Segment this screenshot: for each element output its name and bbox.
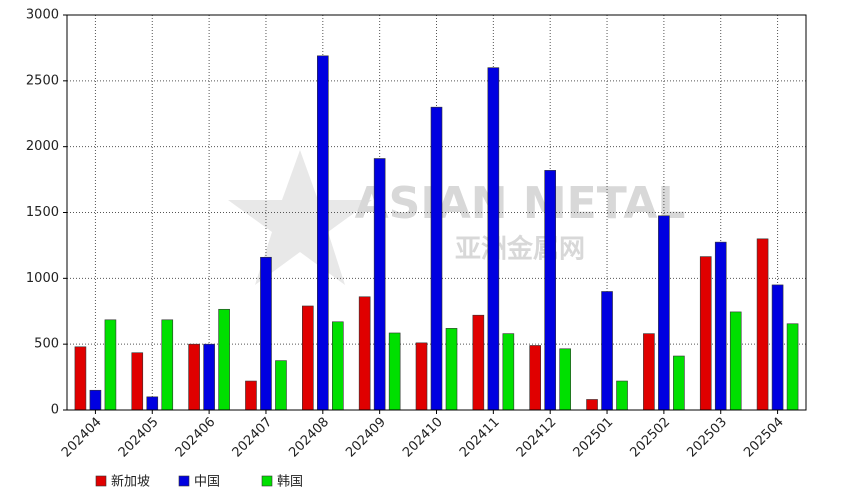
- bar: [203, 343, 215, 411]
- bar: [302, 305, 314, 411]
- x-tick-label: 202408: [286, 415, 332, 461]
- bar: [218, 308, 230, 411]
- y-tick-label: 500: [34, 337, 59, 352]
- bar: [756, 238, 769, 411]
- x-tick-label: 202412: [514, 415, 560, 461]
- bar: [601, 291, 613, 411]
- bar: [430, 106, 443, 411]
- bar: [245, 380, 257, 411]
- bar: [673, 355, 685, 411]
- legend-label: 中国: [194, 475, 220, 490]
- bar: [729, 311, 742, 411]
- x-tick-label: 202407: [230, 415, 276, 461]
- x-tick-label: 202411: [457, 415, 503, 461]
- bar: [699, 256, 712, 411]
- bar: [559, 348, 571, 411]
- bar: [472, 314, 485, 411]
- bar: [445, 328, 458, 411]
- bar: [616, 380, 628, 411]
- y-tick-label: 3000: [26, 8, 59, 23]
- bar: [373, 158, 386, 411]
- bar: [658, 215, 670, 411]
- x-tick-label: 202503: [684, 415, 730, 461]
- plot-border: [66, 14, 807, 411]
- y-tick-label: 0: [51, 403, 59, 418]
- bar: [260, 256, 272, 411]
- x-tick-label: 202501: [571, 415, 617, 461]
- bar: [146, 396, 159, 411]
- x-tick-label: 202406: [173, 415, 219, 461]
- bar: [104, 319, 117, 411]
- watermark: 亚洲金属网: [455, 234, 585, 265]
- y-tick-label: 2500: [26, 73, 59, 88]
- bar: [358, 296, 371, 411]
- bar: [131, 352, 144, 411]
- bar: [771, 284, 784, 411]
- bar: [415, 342, 428, 411]
- bar: [74, 346, 87, 411]
- bar: [786, 323, 799, 411]
- legend-swatch: [95, 475, 107, 487]
- legend-label: 韩国: [277, 475, 303, 490]
- bar: [332, 321, 344, 411]
- bar: [586, 399, 598, 411]
- legend-swatch: [261, 475, 273, 487]
- bar: [161, 319, 174, 411]
- bar: [529, 345, 541, 411]
- bar: [544, 170, 556, 411]
- bar: [188, 343, 200, 411]
- bar: [643, 333, 655, 411]
- bar: [89, 389, 102, 411]
- y-tick-label: 2000: [26, 139, 59, 154]
- x-tick-label: 202504: [741, 415, 787, 461]
- bar: [388, 332, 401, 411]
- bar: [275, 360, 287, 411]
- x-tick-label: 202409: [343, 415, 389, 461]
- watermark-star: [228, 150, 372, 285]
- bar: [714, 241, 727, 411]
- bar: [317, 55, 329, 411]
- bar: [487, 67, 500, 411]
- x-tick-label: 202405: [116, 415, 162, 461]
- legend-swatch: [178, 475, 190, 487]
- bar: [502, 333, 515, 411]
- y-tick-label: 1000: [26, 271, 59, 286]
- y-tick-label: 1500: [26, 205, 59, 220]
- watermark: ASIAN METAL: [355, 178, 686, 229]
- x-tick-label: 202410: [400, 415, 446, 461]
- x-tick-label: 202502: [627, 415, 673, 461]
- x-tick-label: 202404: [59, 415, 105, 461]
- legend-label: 新加坡: [111, 474, 150, 490]
